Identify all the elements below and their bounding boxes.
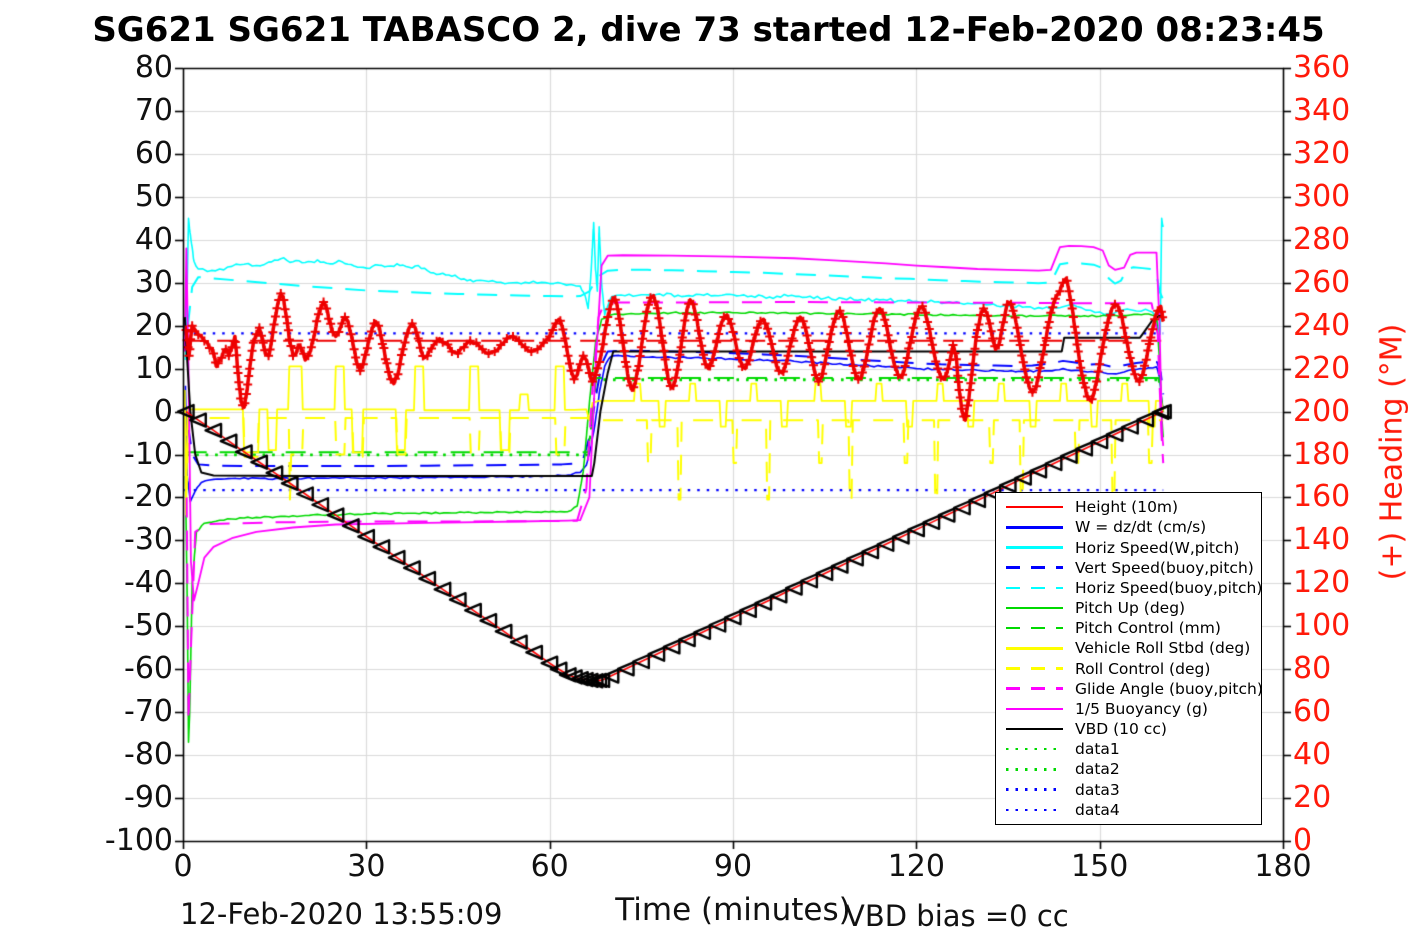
y-left-tick-label: 80 bbox=[134, 50, 173, 85]
legend-line-sample bbox=[1006, 808, 1063, 811]
y-right-tick-label: 100 bbox=[1293, 608, 1351, 644]
legend-label: Roll Control (deg) bbox=[1075, 659, 1211, 678]
footer-datetime: 12-Feb-2020 13:55:09 bbox=[180, 897, 503, 931]
y-right-tick-label: 60 bbox=[1293, 694, 1332, 730]
legend-label: Vehicle Roll Stbd (deg) bbox=[1075, 639, 1251, 658]
legend-label: Horiz Speed(buoy,pitch) bbox=[1075, 578, 1263, 597]
y-right-tick-label: 40 bbox=[1293, 737, 1332, 773]
y-right-tick-label: 320 bbox=[1293, 135, 1351, 171]
legend-item: Horiz Speed(W,pitch) bbox=[1006, 539, 1261, 557]
x-tick-label: 90 bbox=[713, 849, 753, 884]
y-right-tick-label: 240 bbox=[1293, 307, 1351, 343]
y-right-tick-label: 360 bbox=[1293, 50, 1351, 85]
legend-line-sample bbox=[1006, 768, 1063, 771]
legend-line-sample bbox=[1006, 566, 1063, 569]
legend-item: Roll Control (deg) bbox=[1006, 660, 1261, 678]
legend-item: Vehicle Roll Stbd (deg) bbox=[1006, 639, 1261, 657]
legend-item: data2 bbox=[1006, 760, 1261, 778]
y-left-tick-label: 10 bbox=[134, 350, 173, 386]
x-tick-label: 60 bbox=[530, 849, 569, 884]
legend-label: Pitch Up (deg) bbox=[1075, 599, 1186, 618]
y-right-tick-label: 280 bbox=[1293, 221, 1351, 257]
y-left-tick-label: -20 bbox=[124, 479, 173, 515]
y-left-tick-label: -50 bbox=[124, 608, 173, 644]
legend-label: Horiz Speed(W,pitch) bbox=[1075, 538, 1240, 557]
legend-item: data4 bbox=[1006, 801, 1261, 819]
legend-label: Glide Angle (buoy,pitch) bbox=[1075, 679, 1263, 698]
y-right-tick-label: 120 bbox=[1293, 565, 1351, 601]
legend-line-sample bbox=[1006, 546, 1063, 549]
y-left-tick-label: 30 bbox=[134, 264, 173, 300]
y-left-tick-label: 0 bbox=[153, 393, 173, 429]
y-right-tick-label: 220 bbox=[1293, 350, 1351, 386]
legend-label: 1/5 Buoyancy (g) bbox=[1075, 699, 1208, 718]
y-left-tick-label: -10 bbox=[124, 436, 173, 472]
y-right-tick-label: 80 bbox=[1293, 651, 1332, 687]
y-left-tick-label: 40 bbox=[134, 221, 173, 257]
legend-item: data1 bbox=[1006, 740, 1261, 758]
legend-item: Horiz Speed(buoy,pitch) bbox=[1006, 578, 1263, 597]
legend-item: Glide Angle (buoy,pitch) bbox=[1006, 679, 1263, 698]
legend-label: Pitch Control (mm) bbox=[1075, 619, 1221, 638]
y-left-tick-label: 70 bbox=[134, 92, 173, 128]
y-left-tick-label: 50 bbox=[134, 178, 173, 214]
x-tick-label: 0 bbox=[173, 849, 193, 884]
y-left-tick-label: -70 bbox=[124, 694, 173, 730]
legend-line-sample bbox=[1006, 626, 1063, 630]
x-tick-label: 30 bbox=[347, 849, 386, 884]
legend-line-sample bbox=[1006, 788, 1063, 791]
legend-item: 1/5 Buoyancy (g) bbox=[1006, 700, 1261, 718]
y-left-tick-label: -60 bbox=[124, 651, 173, 687]
legend-item: Height (10m) bbox=[1006, 498, 1261, 516]
legend-item: Pitch Up (deg) bbox=[1006, 599, 1261, 617]
y-right-tick-label: 0 bbox=[1293, 823, 1313, 858]
legend-label: W = dz/dt (cm/s) bbox=[1075, 518, 1207, 537]
legend-line-sample bbox=[1006, 707, 1063, 711]
legend-line-sample bbox=[1006, 505, 1063, 509]
y-right-tick-label: 160 bbox=[1293, 479, 1351, 515]
chart-title: SG621 SG621 TABASCO 2, dive 73 started 1… bbox=[92, 10, 1325, 50]
x-axis-label: Time (minutes) bbox=[615, 892, 851, 928]
y-right-tick-label: 300 bbox=[1293, 178, 1351, 214]
y-left-tick-label: 60 bbox=[134, 135, 173, 171]
y-right-tick-label: 260 bbox=[1293, 264, 1351, 300]
legend-item: Pitch Control (mm) bbox=[1006, 619, 1261, 637]
legend-line-sample bbox=[1006, 667, 1063, 670]
legend-line-sample bbox=[1006, 526, 1063, 529]
legend-label: data3 bbox=[1075, 780, 1120, 799]
footer-vbd-bias: VBD bias =0 cc bbox=[845, 899, 1069, 933]
legend-item: VBD (10 cc) bbox=[1006, 720, 1261, 738]
y-right-tick-label: 200 bbox=[1293, 393, 1351, 429]
legend-label: data4 bbox=[1075, 800, 1120, 819]
y-right-tick-label: 20 bbox=[1293, 780, 1332, 816]
y-right-tick-label: 140 bbox=[1293, 522, 1351, 558]
legend-item: Vert Speed(buoy,pitch) bbox=[1006, 559, 1261, 577]
legend-label: data2 bbox=[1075, 760, 1120, 779]
x-tick-label: 120 bbox=[887, 849, 945, 884]
y-left-tick-label: -90 bbox=[124, 780, 173, 816]
legend-label: data1 bbox=[1075, 740, 1120, 759]
legend-line-sample bbox=[1006, 647, 1063, 650]
y-right-tick-label: 340 bbox=[1293, 92, 1351, 128]
y-left-tick-label: -80 bbox=[124, 737, 173, 773]
y-left-tick-label: -40 bbox=[124, 565, 173, 601]
x-tick-label: 150 bbox=[1071, 849, 1129, 884]
legend-label: Height (10m) bbox=[1075, 498, 1179, 517]
legend-line-sample bbox=[1006, 586, 1063, 590]
legend-item: data3 bbox=[1006, 781, 1261, 799]
y-left-tick-label: 20 bbox=[134, 307, 173, 343]
legend-line-sample bbox=[1006, 687, 1063, 690]
legend-label: VBD (10 cc) bbox=[1075, 720, 1167, 739]
legend-line-sample bbox=[1006, 727, 1063, 731]
y-left-tick-label: -30 bbox=[124, 522, 173, 558]
y-left-tick-label: -100 bbox=[104, 823, 173, 858]
legend: Height (10m) W = dz/dt (cm/s) Horiz Speed(… bbox=[995, 492, 1263, 825]
legend-item: W = dz/dt (cm/s) bbox=[1006, 518, 1261, 536]
x-tick-label: 180 bbox=[1254, 849, 1312, 884]
legend-label: Vert Speed(buoy,pitch) bbox=[1075, 558, 1254, 577]
y-right-tick-label: 180 bbox=[1293, 436, 1351, 472]
legend-line-sample bbox=[1006, 747, 1063, 751]
legend-line-sample bbox=[1006, 606, 1063, 610]
